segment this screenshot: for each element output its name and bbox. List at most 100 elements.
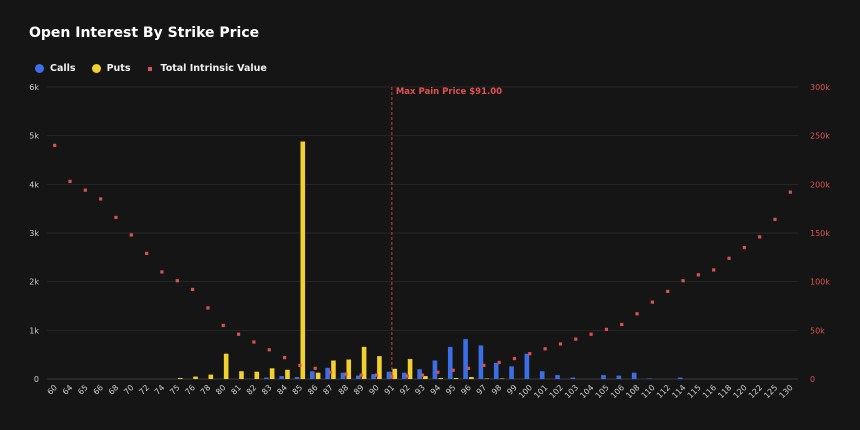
intrinsic-value-point[interactable] [727, 256, 731, 260]
calls-bar[interactable] [264, 377, 269, 379]
intrinsic-value-point[interactable] [298, 363, 302, 367]
puts-bar[interactable] [223, 353, 229, 379]
intrinsic-value-point[interactable] [83, 188, 87, 192]
intrinsic-value-point[interactable] [712, 268, 716, 272]
puts-bar[interactable] [300, 141, 306, 379]
intrinsic-value-point[interactable] [558, 342, 563, 346]
calls-bar[interactable] [371, 374, 376, 379]
intrinsic-value-point[interactable] [129, 233, 133, 237]
puts-bar[interactable] [407, 359, 413, 379]
calls-bar[interactable] [310, 371, 315, 379]
intrinsic-value-point[interactable] [512, 356, 517, 361]
intrinsic-value-point[interactable] [374, 373, 379, 377]
puts-bar[interactable] [269, 368, 275, 379]
puts-bar[interactable] [315, 372, 321, 379]
calls-bar[interactable] [386, 371, 392, 379]
intrinsic-value-point[interactable] [650, 300, 654, 304]
intrinsic-value-point[interactable] [681, 279, 685, 283]
puts-bar[interactable] [331, 360, 336, 379]
intrinsic-value-point[interactable] [344, 372, 348, 376]
intrinsic-value-point[interactable] [221, 323, 225, 328]
puts-bar[interactable] [438, 378, 444, 379]
intrinsic-value-point[interactable] [328, 370, 333, 374]
calls-bar[interactable] [509, 366, 514, 379]
calls-bar[interactable] [463, 339, 468, 379]
calls-bar[interactable] [601, 375, 606, 379]
intrinsic-value-point[interactable] [773, 217, 777, 221]
intrinsic-value-point[interactable] [620, 322, 624, 327]
calls-bar[interactable] [493, 362, 499, 379]
calls-bar[interactable] [539, 371, 545, 379]
intrinsic-value-point[interactable] [604, 327, 609, 331]
intrinsic-value-point[interactable] [68, 179, 72, 184]
intrinsic-value-point[interactable] [543, 347, 547, 351]
puts-bar[interactable] [346, 359, 352, 379]
intrinsic-value-point[interactable] [191, 287, 195, 292]
puts-bar[interactable] [392, 368, 398, 379]
intrinsic-value-point[interactable] [451, 368, 455, 372]
puts-bar[interactable] [361, 346, 367, 379]
calls-bar[interactable] [294, 377, 300, 379]
intrinsic-value-point[interactable] [53, 143, 57, 147]
calls-bar[interactable] [417, 369, 422, 379]
x-tick-label: 76 [183, 383, 197, 397]
puts-bar[interactable] [208, 374, 214, 379]
puts-bar[interactable] [193, 376, 198, 379]
intrinsic-value-point[interactable] [497, 360, 501, 365]
calls-bar[interactable] [340, 372, 346, 379]
calls-bar[interactable] [355, 375, 361, 379]
puts-bar[interactable] [377, 356, 382, 379]
legend-item-puts[interactable]: Puts [91, 63, 130, 74]
calls-bar[interactable] [524, 353, 530, 379]
intrinsic-value-point[interactable] [114, 215, 118, 220]
intrinsic-value-point[interactable] [160, 270, 164, 274]
x-tick-label: 81 [229, 383, 243, 397]
intrinsic-value-point[interactable] [742, 246, 746, 250]
intrinsic-value-point[interactable] [267, 348, 271, 352]
intrinsic-value-point[interactable] [528, 352, 532, 356]
puts-bar[interactable] [285, 369, 290, 379]
calls-bar[interactable] [631, 372, 637, 379]
intrinsic-value-point[interactable] [589, 332, 593, 336]
intrinsic-value-point[interactable] [175, 279, 179, 283]
calls-bar[interactable] [447, 346, 453, 379]
legend-item-calls[interactable]: Calls [35, 63, 76, 74]
intrinsic-value-point[interactable] [145, 251, 149, 256]
legend-item-intrinsic[interactable]: Total Intrinsic Value [146, 63, 267, 74]
intrinsic-value-point[interactable] [282, 355, 287, 360]
intrinsic-value-point[interactable] [666, 289, 670, 293]
intrinsic-value-point[interactable] [206, 306, 210, 310]
calls-bar[interactable] [677, 377, 683, 379]
puts-bar[interactable] [453, 378, 459, 379]
calls-bar[interactable] [570, 377, 576, 379]
calls-bar[interactable] [325, 367, 330, 379]
puts-bar[interactable] [239, 371, 244, 379]
intrinsic-value-point[interactable] [635, 312, 639, 316]
puts-bar[interactable] [469, 377, 474, 379]
intrinsic-value-point[interactable] [482, 363, 486, 367]
calls-bar[interactable] [555, 375, 560, 379]
intrinsic-value-point[interactable] [788, 190, 792, 194]
intrinsic-value-point[interactable] [405, 374, 409, 378]
intrinsic-value-point[interactable] [420, 373, 425, 377]
calls-bar[interactable] [432, 360, 438, 379]
intrinsic-value-point[interactable] [359, 373, 363, 377]
puts-bar[interactable] [177, 378, 183, 379]
intrinsic-value-point[interactable] [574, 337, 578, 341]
intrinsic-value-point[interactable] [696, 273, 700, 277]
intrinsic-value-point[interactable] [313, 366, 317, 370]
intrinsic-value-point[interactable] [252, 340, 256, 344]
puts-bar[interactable] [423, 376, 428, 379]
intrinsic-value-point[interactable] [466, 366, 471, 370]
intrinsic-value-point[interactable] [236, 332, 241, 336]
intrinsic-value-point[interactable] [390, 374, 394, 379]
intrinsic-value-point[interactable] [758, 235, 762, 239]
intrinsic-value-point[interactable] [99, 197, 103, 201]
calls-bar[interactable] [478, 345, 484, 379]
calls-bar[interactable] [401, 372, 407, 379]
puts-bar[interactable] [254, 371, 260, 379]
calls-bar[interactable] [616, 375, 622, 379]
calls-bar[interactable] [279, 376, 284, 379]
intrinsic-value-point[interactable] [436, 370, 440, 374]
